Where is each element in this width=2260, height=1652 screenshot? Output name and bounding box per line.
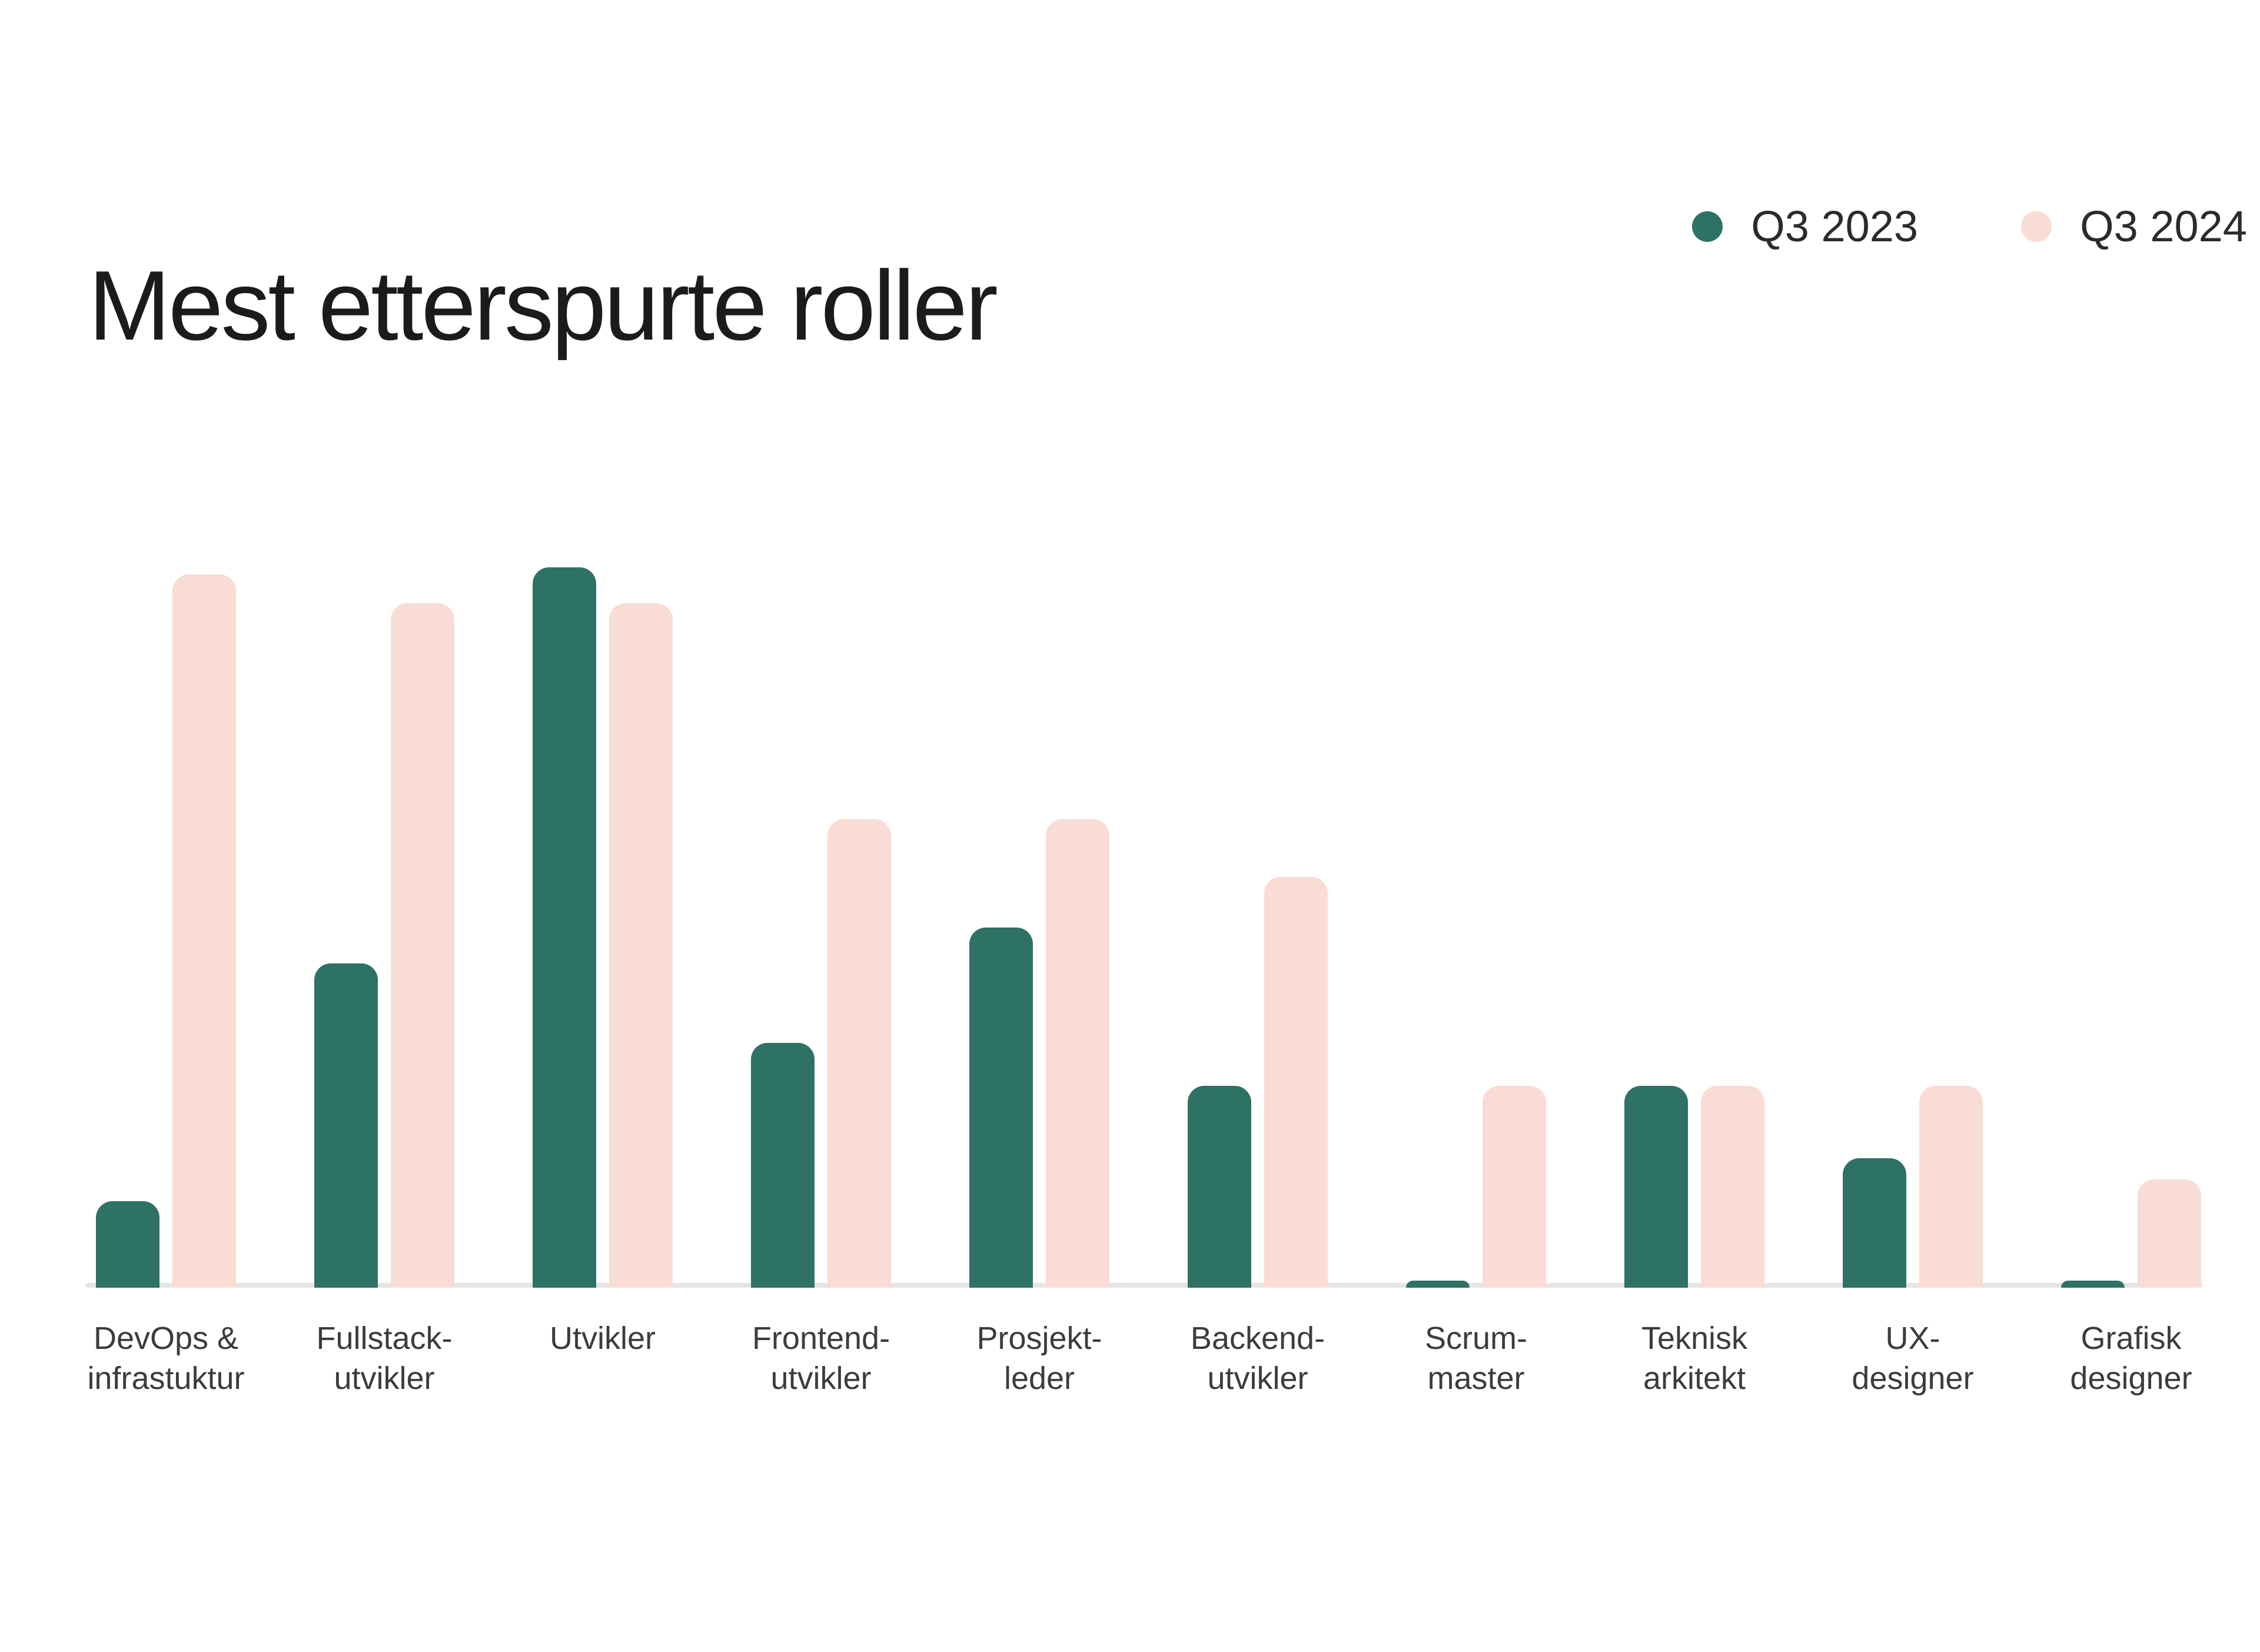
bar-q3-2024-category-7 [1701, 1086, 1764, 1288]
bar-q3-2023-category-0 [96, 1201, 159, 1288]
legend-item-q3-2023[interactable]: Q3 2023 [1692, 205, 1918, 248]
bar-q3-2023-category-3 [751, 1043, 815, 1288]
bar-q3-2024-category-1 [391, 603, 454, 1288]
bar-q3-2024-category-0 [172, 574, 236, 1288]
x-axis-label-9: Grafisk designer [2070, 1321, 2192, 1397]
legend-dot-q3-2023-icon [1692, 211, 1723, 242]
bar-q3-2023-category-7 [1624, 1086, 1688, 1288]
bar-q3-2023-category-4 [969, 928, 1033, 1288]
bar-q3-2024-category-5 [1264, 877, 1328, 1288]
x-axis-label-3: Frontend- utvikler [752, 1321, 890, 1397]
bar-q3-2023-category-1 [314, 963, 378, 1288]
x-axis-label-4: Prosjekt- leder [976, 1321, 1102, 1397]
bar-q3-2024-category-3 [827, 819, 891, 1288]
legend-label-q3-2024: Q3 2024 [2080, 202, 2247, 251]
bar-q3-2024-category-6 [1483, 1086, 1546, 1288]
bar-q3-2023-category-9 [2061, 1281, 2125, 1288]
legend-label-q3-2023: Q3 2023 [1751, 202, 1919, 251]
chart-title: Mest etterspurte roller [88, 250, 998, 361]
legend-dot-q3-2024-icon [2021, 211, 2052, 242]
legend-item-q3-2024[interactable]: Q3 2024 [2021, 205, 2247, 248]
x-axis-label-8: UX- designer [1852, 1321, 1974, 1397]
bar-q3-2023-category-8 [1843, 1158, 1906, 1288]
x-axis-line [85, 1283, 2202, 1288]
bar-q3-2024-category-2 [609, 603, 673, 1288]
bar-q3-2023-category-5 [1188, 1086, 1251, 1288]
bar-q3-2023-category-6 [1406, 1281, 1470, 1288]
bar-q3-2024-category-8 [1919, 1086, 1983, 1288]
x-axis-label-2: Utvikler [549, 1321, 656, 1356]
legend: Q3 2023 Q3 2024 [1692, 205, 2247, 248]
bar-q3-2023-category-2 [533, 567, 596, 1288]
x-axis-label-0: DevOps & infrastuktur [87, 1321, 245, 1397]
x-axis-label-7: Teknisk arkitekt [1641, 1321, 1748, 1397]
x-axis-label-5: Backend- utvikler [1190, 1321, 1325, 1397]
bar-q3-2024-category-9 [2138, 1179, 2201, 1288]
x-axis-label-1: Fullstack- utvikler [316, 1321, 453, 1397]
bar-q3-2024-category-4 [1046, 819, 1109, 1288]
x-axis-label-6: Scrum- master [1425, 1321, 1527, 1397]
